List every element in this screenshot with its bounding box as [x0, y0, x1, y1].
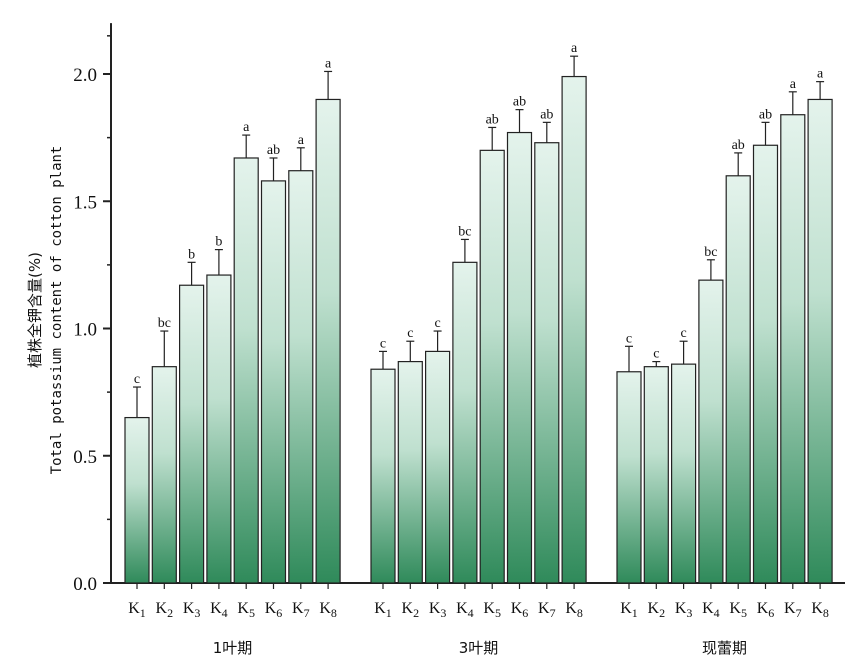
- bar: [643, 366, 669, 584]
- x-tick-label: K8: [811, 600, 829, 620]
- bar: [780, 114, 806, 584]
- significance-label: c: [380, 336, 386, 351]
- significance-label: ab: [486, 112, 499, 127]
- y-tick-label: 1.0: [73, 320, 97, 341]
- bar: [151, 366, 177, 584]
- significance-label: b: [215, 235, 222, 250]
- x-tick-label: K1: [128, 600, 146, 620]
- significance-label: c: [434, 316, 440, 331]
- significance-label: a: [817, 67, 824, 82]
- x-tick-label: K8: [319, 600, 337, 620]
- significance-label: c: [134, 372, 140, 387]
- x-tick-label: K4: [210, 600, 228, 620]
- significance-label: ab: [513, 95, 526, 110]
- x-tick-label: K3: [183, 600, 201, 620]
- x-tick-label: K3: [675, 600, 693, 620]
- x-tick-label: K6: [265, 600, 283, 620]
- bar: [534, 142, 560, 584]
- bar: [506, 131, 533, 584]
- x-tick-label: K5: [483, 600, 501, 620]
- x-tick-label: K4: [702, 600, 720, 620]
- x-tick-label: K2: [648, 600, 666, 620]
- y-tick-label: 2.0: [73, 65, 97, 86]
- x-tick-label: K1: [620, 600, 638, 620]
- bar: [479, 149, 505, 584]
- y-tick-label: 0.0: [73, 574, 97, 595]
- x-tick-label: K6: [757, 600, 775, 620]
- y-axis-title-en: Total potassium content of cotton plant: [49, 146, 65, 475]
- x-tick-label: K6: [511, 600, 529, 620]
- y-axis-title-zh: 植株全钾含量(%): [26, 252, 44, 368]
- bar: [698, 279, 724, 584]
- bar: [397, 360, 423, 584]
- group-label: 1叶期: [213, 639, 253, 657]
- x-tick-label: K5: [237, 600, 255, 620]
- bar: [670, 363, 697, 584]
- x-tick-label: K7: [538, 600, 556, 620]
- bar: [725, 175, 751, 584]
- bar: [561, 75, 587, 584]
- significance-label: a: [243, 120, 250, 135]
- x-tick-label: K1: [374, 600, 392, 620]
- bar: [616, 371, 642, 584]
- bar: [233, 157, 259, 584]
- significance-label: bc: [704, 245, 717, 260]
- significance-label: a: [298, 133, 305, 148]
- significance-label: c: [626, 331, 632, 346]
- significance-label: a: [571, 41, 578, 56]
- x-tick-label: K2: [156, 600, 174, 620]
- bar: [288, 170, 314, 584]
- bar: [179, 284, 205, 584]
- significance-label: a: [325, 56, 332, 71]
- significance-label: a: [790, 77, 797, 92]
- bar: [206, 274, 232, 584]
- x-tick-label: K5: [729, 600, 747, 620]
- significance-label: ab: [540, 107, 553, 122]
- bar: [807, 98, 833, 584]
- significance-label: c: [653, 347, 659, 362]
- significance-label: bc: [458, 224, 471, 239]
- bar: [752, 144, 779, 584]
- x-tick-label: K7: [784, 600, 802, 620]
- x-tick-label: K4: [456, 600, 474, 620]
- bar: [315, 98, 341, 584]
- significance-label: ab: [267, 143, 280, 158]
- group-label: 现蕾期: [702, 639, 747, 657]
- x-tick-label: K7: [292, 600, 310, 620]
- bar: [370, 368, 396, 584]
- bars: [124, 55, 833, 584]
- y-tick-label: 1.5: [73, 192, 97, 213]
- significance-label: bc: [158, 316, 171, 331]
- x-tick-label: K2: [402, 600, 420, 620]
- bar: [452, 261, 478, 584]
- bar: [425, 350, 451, 584]
- significance-label: b: [188, 247, 195, 262]
- significance-label: ab: [732, 138, 745, 153]
- significance-label: ab: [759, 107, 772, 122]
- y-tick-label: 0.5: [73, 447, 97, 468]
- bar: [124, 416, 150, 584]
- bar: [260, 180, 287, 584]
- x-tick-label: K8: [565, 600, 583, 620]
- group-label: 3叶期: [459, 639, 499, 657]
- significance-label: c: [407, 326, 413, 341]
- x-tick-label: K3: [429, 600, 447, 620]
- significance-label: c: [680, 326, 686, 341]
- labels: c K1 bc K2 b K3 b K4 a K5 ab K6 a K7 a K8 1叶期 c K1 c K2 c K3 bc…: [128, 41, 829, 657]
